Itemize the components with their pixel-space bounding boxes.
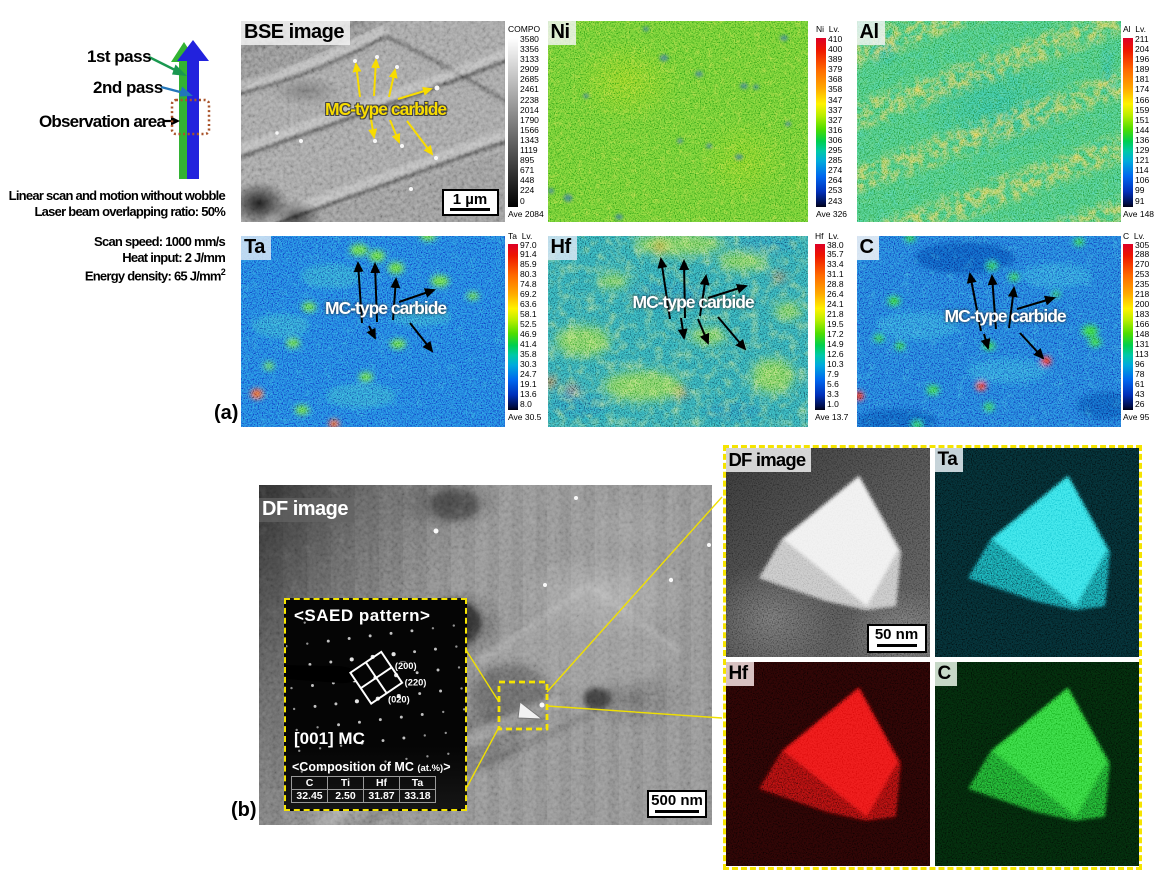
svg-text:(220): (220) [405, 678, 427, 688]
svg-text:(2̅00): (2̅00) [395, 661, 417, 671]
svg-text:(020): (020) [388, 694, 410, 704]
